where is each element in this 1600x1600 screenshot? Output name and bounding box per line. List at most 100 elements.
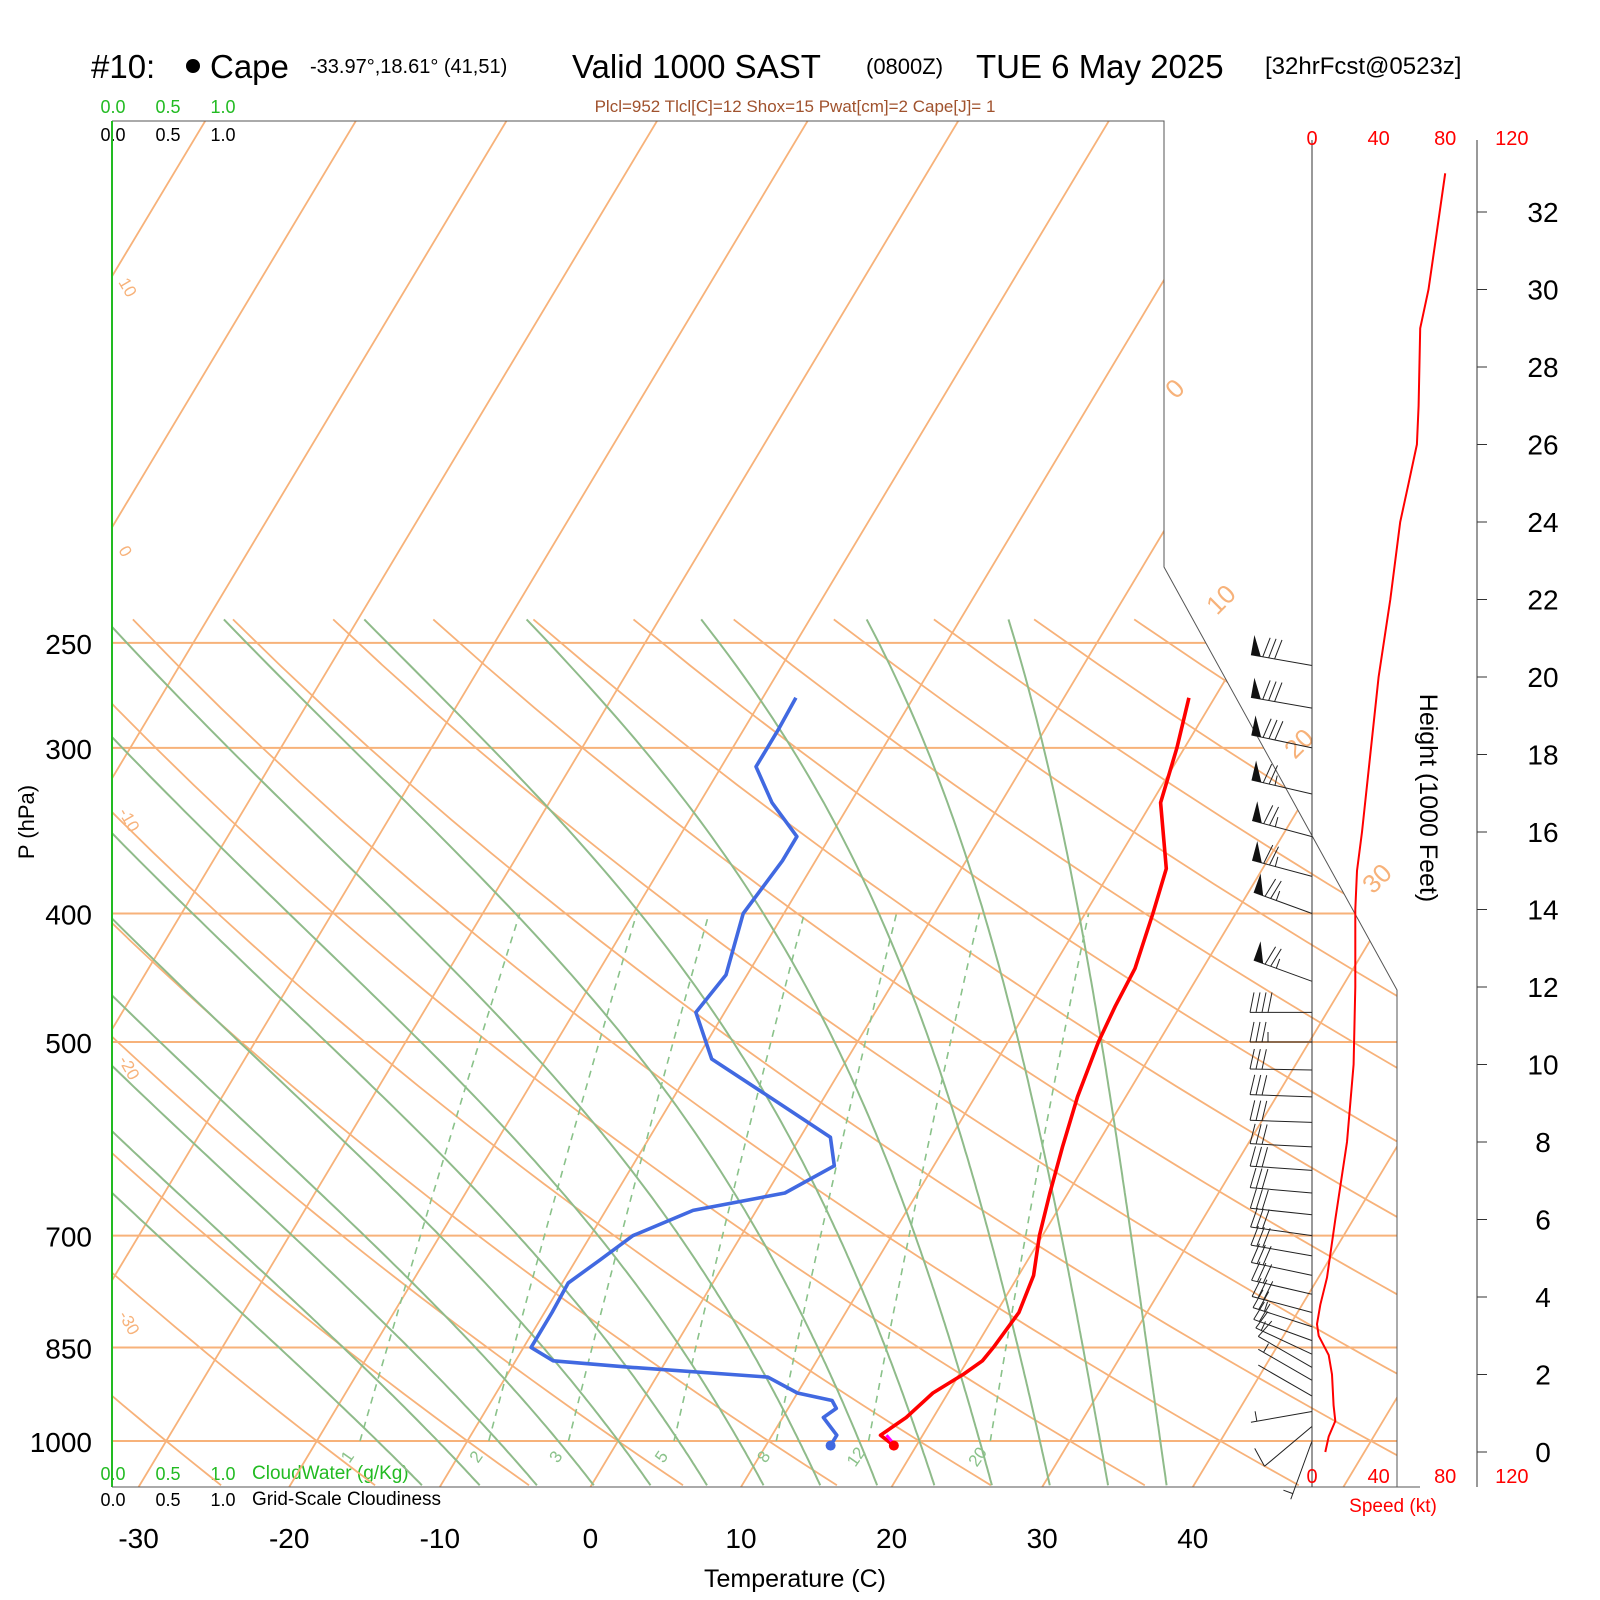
height-tick-label: 22	[1527, 585, 1558, 616]
sounding-profiles	[529, 696, 1191, 1451]
isotherm-30	[1041, 121, 1397, 1487]
temperature-line	[878, 697, 1191, 1448]
cloudwater-bottom-tick-1: 0.5	[155, 1464, 180, 1484]
height-tick-label: 0	[1535, 1437, 1551, 1468]
wind-barb	[1253, 1301, 1313, 1342]
dry-adiabat	[112, 618, 838, 1487]
wind-barb-staff	[1250, 1119, 1313, 1123]
wind-barb-feather	[1274, 721, 1284, 741]
isotherm--20	[288, 121, 1110, 1487]
thermodynamic-grid	[112, 121, 1600, 1487]
pressure-tick-label: 850	[45, 1333, 92, 1364]
dry-adiabat	[232, 618, 1397, 1487]
wind-barb-feather	[1254, 1448, 1265, 1467]
wind-barb-staff	[1252, 1307, 1313, 1328]
isotherm-10	[740, 121, 1397, 1487]
wind-barb-staff	[1251, 779, 1313, 795]
cloudwater-label: CloudWater (g/Kg)	[252, 1463, 409, 1484]
pressure-tick-label: 400	[45, 899, 92, 930]
temperature-tick-label: 10	[725, 1523, 756, 1554]
speed-top-tick-label: 40	[1367, 128, 1389, 150]
wind-barb-staff	[1253, 1318, 1313, 1342]
speed-bottom-tick-label: 40	[1367, 1466, 1389, 1488]
wind-barb-staff	[1258, 1348, 1313, 1381]
wind-barb-feather	[1269, 846, 1279, 866]
wind-barb	[1251, 840, 1313, 877]
wind-barb-feather	[1262, 718, 1272, 738]
wind-barb	[1249, 1167, 1313, 1194]
wind-barb-pennant	[1252, 801, 1262, 824]
cloudiness-label: Grid-Scale Cloudiness	[252, 1489, 441, 1510]
height-tick-label: 28	[1527, 352, 1558, 383]
mixing-ratio-lines	[359, 913, 1090, 1442]
wind-barb	[1283, 1440, 1313, 1500]
dry-adiabat	[112, 618, 1146, 1487]
wind-barb	[1253, 873, 1313, 914]
isotherm-50	[1342, 121, 1397, 1487]
valid-date: TUE 6 May 2025	[976, 48, 1224, 85]
wind-barb-feather	[1250, 1243, 1260, 1263]
wind-barb-staff	[1250, 1244, 1313, 1257]
wind-barb-staff	[1250, 654, 1313, 666]
moist-adiabat	[1007, 619, 1168, 1486]
zulu-time: (0800Z)	[866, 54, 943, 79]
cloudwater-top-tick-1: 0.5	[155, 97, 180, 117]
height-tick-label: 8	[1535, 1127, 1551, 1158]
wind-barb-feather	[1262, 763, 1273, 783]
wind-barb-feather	[1262, 1209, 1270, 1229]
moist-adiabat	[112, 618, 765, 1486]
isotherm-label: 30	[1356, 858, 1398, 900]
y-axis-title: P (hPa)	[14, 785, 39, 859]
isotherm-label: -30	[115, 1308, 144, 1339]
wind-barb	[1257, 1320, 1313, 1368]
wind-barb-feather	[1261, 1049, 1267, 1070]
wind-barb-pennant	[1251, 715, 1262, 738]
wind-barb-staff	[1258, 1335, 1313, 1368]
wind-barb	[1258, 1343, 1313, 1381]
cloudiness-bottom-tick-2: 1.0	[210, 1490, 235, 1510]
wind-barb-staff	[1250, 1226, 1313, 1237]
wind-barb	[1250, 1207, 1313, 1237]
dry-adiabat	[332, 618, 1397, 1487]
wind-barb-staff	[1250, 1143, 1313, 1148]
wind-barb	[1250, 1243, 1313, 1276]
wind-barb-feather	[1253, 1301, 1265, 1320]
temperature-tick-label: -10	[420, 1523, 460, 1554]
cloudwater-top-tick-0: 0.0	[100, 97, 125, 117]
wind-barb-feather	[1261, 1021, 1267, 1043]
wind-barb-feather	[1270, 948, 1282, 967]
wind-barb-feather	[1255, 1100, 1262, 1121]
wind-barb-pennant	[1250, 677, 1261, 700]
surface-dewpoint-dot	[825, 1440, 836, 1451]
plot-outline	[112, 120, 1398, 1487]
height-tick-label: 14	[1527, 895, 1558, 926]
moist-adiabat	[112, 618, 423, 1486]
wind-barb	[1250, 1410, 1313, 1423]
mixing-ratio-label: 2	[466, 1448, 487, 1467]
wind-barb	[1250, 1225, 1313, 1257]
dry-adiabat	[1435, 619, 1600, 1485]
dry-adiabat	[833, 618, 1397, 1487]
wind-barb-feather	[1250, 1207, 1258, 1228]
wind-barb-staff	[1250, 1068, 1313, 1071]
wind-barb	[1252, 1289, 1313, 1328]
dewpoint-line	[529, 696, 839, 1447]
surface-temperature-dot	[888, 1440, 899, 1451]
isotherm-0	[589, 121, 1397, 1487]
moist-adiabat	[112, 618, 595, 1486]
pressure-tick-label: 300	[45, 734, 92, 765]
height-tick-label: 32	[1527, 197, 1558, 228]
cloudiness-top-tick-1: 0.5	[155, 125, 180, 145]
moist-adiabat	[112, 618, 538, 1486]
wind-barb-feather	[1249, 1100, 1256, 1121]
wind-barbs	[1249, 635, 1313, 1500]
wind-barb-feather	[1274, 682, 1283, 702]
speed-profile-line	[1315, 173, 1447, 1453]
wind-barb-feather	[1258, 1291, 1270, 1310]
wind-barb-feather	[1268, 765, 1278, 785]
pressure-tick-label: 1000	[30, 1427, 92, 1458]
wind-barb-feather	[1249, 1167, 1257, 1188]
wind-barb-feather	[1267, 992, 1273, 1013]
wind-barb-feather	[1251, 1277, 1262, 1297]
